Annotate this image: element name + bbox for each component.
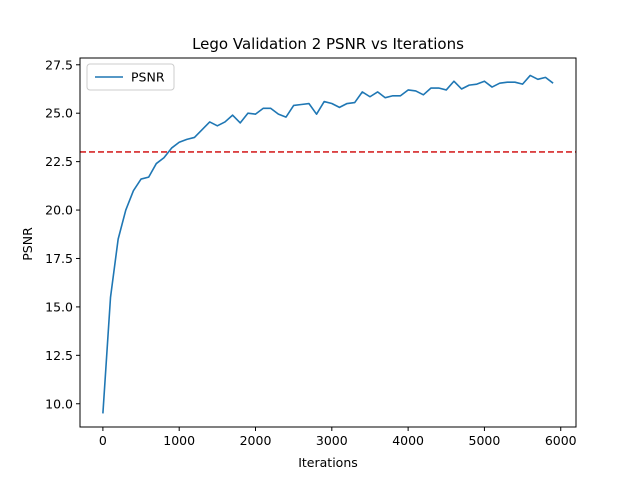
x-tick-label: 2000 (240, 433, 272, 448)
y-tick-label: 20.0 (45, 203, 73, 218)
x-tick-label: 4000 (392, 433, 424, 448)
axes-frame (79, 57, 577, 428)
y-tick-label: 12.5 (45, 348, 73, 363)
legend-box (86, 63, 175, 91)
y-axis-ticks: 10.0 12.5 15.0 17.5 20.0 22.5 25.0 27.5 (45, 57, 80, 411)
y-tick-label: 22.5 (45, 154, 73, 169)
x-tick-label: 1000 (163, 433, 195, 448)
x-axis-label: Iterations (298, 455, 358, 470)
y-tick-label: 15.0 (45, 299, 73, 314)
series-layer (102, 74, 554, 414)
y-tick-label: 27.5 (45, 57, 73, 72)
plot-area (79, 57, 577, 428)
x-axis-ticks: 0 1000 2000 3000 4000 5000 6000 (99, 427, 577, 448)
x-tick-label: 5000 (469, 433, 501, 448)
y-tick-label: 17.5 (45, 251, 73, 266)
chart-title: Lego Validation 2 PSNR vs Iterations (192, 35, 464, 53)
x-tick-label: 0 (99, 433, 107, 448)
x-tick-label: 6000 (545, 433, 577, 448)
legend: PSNR (86, 63, 175, 91)
y-tick-label: 10.0 (45, 396, 73, 411)
series-line-psnr (102, 74, 554, 414)
legend-label-psnr: PSNR (131, 70, 165, 85)
y-axis-label: PSNR (20, 227, 35, 261)
y-tick-label: 25.0 (45, 106, 73, 121)
x-tick-label: 3000 (316, 433, 348, 448)
